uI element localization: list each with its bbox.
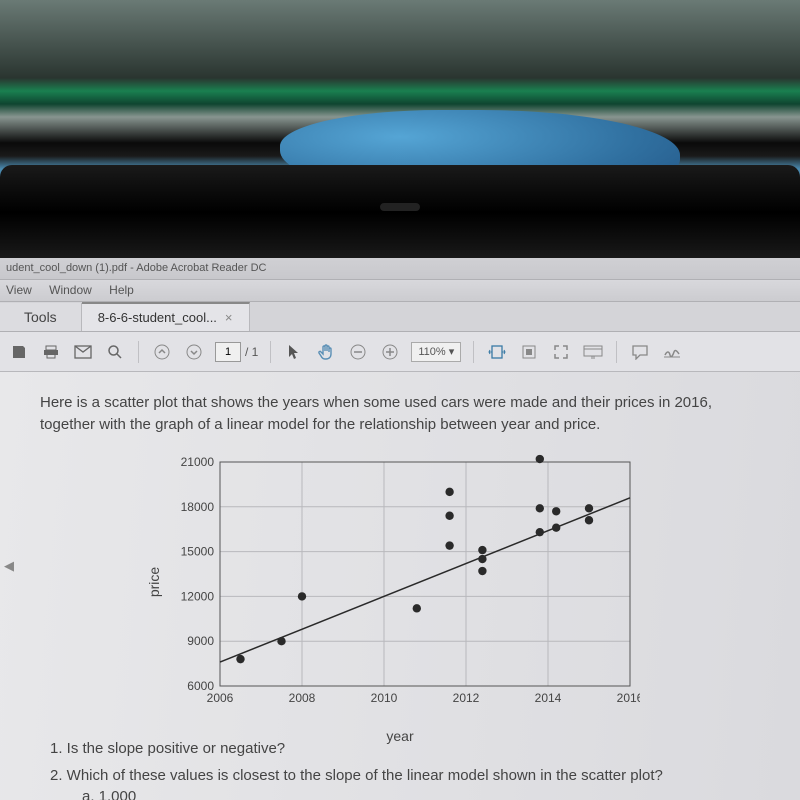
tab-tools[interactable]: Tools xyxy=(0,303,82,331)
page-total: / 1 xyxy=(245,345,258,359)
tab-document[interactable]: 8-6-6-student_cool... × xyxy=(82,302,250,331)
page-indicator: / 1 xyxy=(215,342,258,362)
screen-area: udent_cool_down (1).pdf - Adobe Acrobat … xyxy=(0,258,800,800)
svg-text:12000: 12000 xyxy=(181,589,215,603)
comment-icon[interactable] xyxy=(629,341,651,363)
toolbar-separator xyxy=(473,341,474,363)
tab-bar: Tools 8-6-6-student_cool... × xyxy=(0,302,800,332)
sign-icon[interactable] xyxy=(661,341,683,363)
save-icon[interactable] xyxy=(8,341,30,363)
svg-text:2014: 2014 xyxy=(535,691,562,705)
menu-window[interactable]: Window xyxy=(49,283,92,297)
laptop-bezel xyxy=(0,165,800,260)
window-titlebar: udent_cool_down (1).pdf - Adobe Acrobat … xyxy=(0,258,800,280)
hand-icon[interactable] xyxy=(315,341,337,363)
fit-width-icon[interactable] xyxy=(486,341,508,363)
svg-text:6000: 6000 xyxy=(187,679,214,693)
pointer-icon[interactable] xyxy=(283,341,305,363)
scatter-plot: 2006 2008 2010 2012 2014 2016 6000 9000 12000 150… xyxy=(160,452,640,712)
svg-text:21000: 21000 xyxy=(181,455,215,469)
menu-view[interactable]: View xyxy=(6,283,32,297)
zoom-out-icon[interactable] xyxy=(347,341,369,363)
svg-text:9000: 9000 xyxy=(187,634,214,648)
svg-text:2012: 2012 xyxy=(453,691,480,705)
x-axis-label: year xyxy=(386,728,413,744)
question-2: 2. Which of these values is closest to t… xyxy=(50,767,760,784)
svg-text:2006: 2006 xyxy=(207,691,234,705)
zoom-in-icon[interactable] xyxy=(379,341,401,363)
intro-text: Here is a scatter plot that shows the ye… xyxy=(40,392,760,436)
svg-text:15000: 15000 xyxy=(181,544,215,558)
tab-document-label: 8-6-6-student_cool... xyxy=(98,310,217,325)
svg-text:18000: 18000 xyxy=(181,499,215,513)
question-2-option-a: a. 1,000 xyxy=(82,788,760,800)
toolbar-separator xyxy=(138,341,139,363)
menu-bar[interactable]: View Window Help xyxy=(0,280,800,302)
svg-text:2010: 2010 xyxy=(371,691,398,705)
y-axis-label: price xyxy=(146,566,162,596)
zoom-level[interactable]: 110% ▾ xyxy=(411,342,461,362)
read-mode-icon[interactable] xyxy=(582,341,604,363)
toolbar-separator xyxy=(270,341,271,363)
page-up-icon[interactable] xyxy=(151,341,173,363)
sidebar-arrow-icon[interactable]: ◀ xyxy=(4,558,14,574)
chart-svg: 2006 2008 2010 2012 2014 2016 6000 9000 12000 150… xyxy=(160,452,640,712)
close-icon[interactable]: × xyxy=(225,310,233,325)
print-icon[interactable] xyxy=(40,341,62,363)
zoom-value: 110% xyxy=(418,346,445,358)
window-title: udent_cool_down (1).pdf - Adobe Acrobat … xyxy=(6,262,267,274)
fit-page-icon[interactable] xyxy=(518,341,540,363)
search-icon[interactable] xyxy=(104,341,126,363)
chevron-down-icon: ▾ xyxy=(449,345,455,358)
toolbar: / 1 110% ▾ xyxy=(0,332,800,372)
page-current-input[interactable] xyxy=(215,342,241,362)
svg-text:2008: 2008 xyxy=(289,691,316,705)
page-down-icon[interactable] xyxy=(183,341,205,363)
fullscreen-icon[interactable] xyxy=(550,341,572,363)
mail-icon[interactable] xyxy=(72,341,94,363)
menu-help[interactable]: Help xyxy=(109,283,134,297)
svg-text:2016: 2016 xyxy=(617,691,640,705)
document-content: Here is a scatter plot that shows the ye… xyxy=(0,372,800,800)
toolbar-separator xyxy=(616,341,617,363)
